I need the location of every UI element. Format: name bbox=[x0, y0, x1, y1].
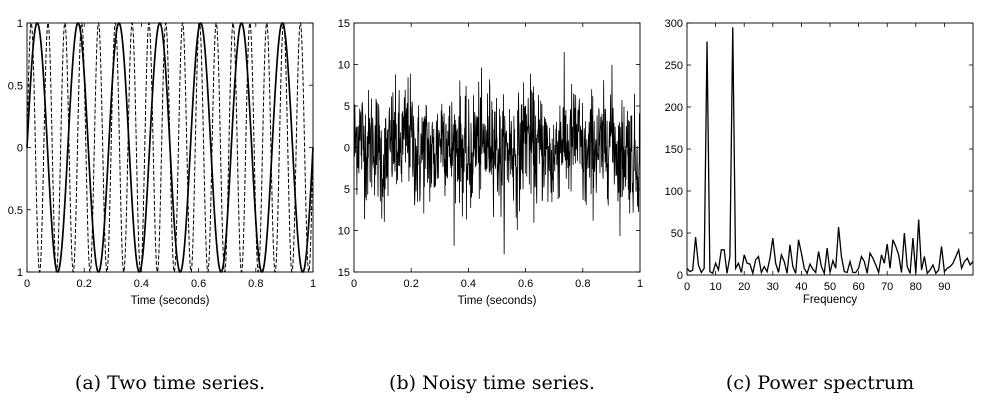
panel-a-caption: (a) Two time series. bbox=[75, 372, 265, 394]
y-tick-label: 15 bbox=[338, 18, 350, 30]
y-tick-label: 150 bbox=[665, 144, 683, 156]
panel-a-xlabel: Time (seconds) bbox=[131, 295, 210, 307]
x-tick-label: 60 bbox=[852, 281, 864, 293]
y-tick-label: 0 bbox=[17, 143, 23, 155]
x-tick-label: 0 bbox=[684, 281, 690, 293]
x-tick-label: 30 bbox=[767, 281, 779, 293]
y-tick-label: 0 bbox=[677, 270, 683, 282]
y-tick-label: 10 bbox=[338, 226, 350, 238]
panel-c-plot-area bbox=[686, 27, 974, 276]
series-dashed-line bbox=[26, 21, 314, 274]
y-tick-label: 0 bbox=[344, 143, 350, 155]
x-tick-label: 90 bbox=[938, 281, 950, 293]
y-tick-label: 300 bbox=[665, 18, 683, 30]
x-tick-label: 10 bbox=[709, 281, 721, 293]
panel-a-two-time-series: 0 0.2 0.4 0.6 0.8 1 1 0.5 0 0.5 1 Time (seconds) (… bbox=[8, 18, 316, 394]
panel-b-noisy-time-series: 0 0.2 0.4 0.6 0.8 1 15 10 5 0 5 10 15 Time (seconds)… bbox=[338, 18, 643, 394]
series-power-spectrum-line bbox=[686, 27, 974, 276]
x-tick-label: 20 bbox=[738, 281, 750, 293]
x-tick-label: 0.4 bbox=[134, 278, 149, 290]
y-tick-label: 200 bbox=[665, 102, 683, 114]
panel-a-ticks: 0 0.2 0.4 0.6 0.8 1 1 0.5 0 0.5 1 bbox=[8, 18, 316, 290]
x-tick-label: 0.6 bbox=[518, 278, 533, 290]
x-tick-label: 70 bbox=[881, 281, 893, 293]
x-tick-label: 0.8 bbox=[248, 278, 263, 290]
panel-c-caption: (c) Power spectrum bbox=[726, 372, 914, 394]
y-tick-label: 100 bbox=[665, 186, 683, 198]
x-tick-label: 0.2 bbox=[404, 278, 419, 290]
x-tick-label: 0.8 bbox=[575, 278, 590, 290]
panel-c-ticks: 0 10 20 30 40 50 60 70 80 90 0 50 100 150 200 250 300 bbox=[665, 18, 973, 293]
y-tick-label: 0.5 bbox=[8, 80, 23, 92]
y-tick-label: 50 bbox=[671, 228, 683, 240]
y-tick-label: 15 bbox=[338, 267, 350, 279]
x-tick-label: 0.4 bbox=[461, 278, 476, 290]
y-tick-label: 5 bbox=[344, 184, 350, 196]
panel-b-caption: (b) Noisy time series. bbox=[389, 372, 595, 394]
series-noisy-line bbox=[353, 52, 641, 255]
panel-b-xlabel: Time (seconds) bbox=[458, 295, 537, 307]
panel-b-ticks: 0 0.2 0.4 0.6 0.8 1 15 10 5 0 5 10 15 bbox=[338, 18, 643, 290]
panel-c-xlabel: Frequency bbox=[803, 294, 858, 306]
y-tick-label: 1 bbox=[17, 267, 23, 279]
panel-b-plot-area bbox=[353, 52, 641, 255]
panel-a-plot-area bbox=[26, 21, 314, 274]
x-tick-label: 0 bbox=[351, 278, 357, 290]
x-tick-label: 80 bbox=[910, 281, 922, 293]
y-tick-label: 10 bbox=[338, 60, 350, 72]
x-tick-label: 0 bbox=[24, 278, 30, 290]
y-tick-label: 250 bbox=[665, 60, 683, 72]
y-tick-label: 0.5 bbox=[8, 205, 23, 217]
x-tick-label: 1 bbox=[310, 278, 316, 290]
x-tick-label: 50 bbox=[824, 281, 836, 293]
y-tick-label: 1 bbox=[17, 18, 23, 30]
panel-c-power-spectrum: 0 10 20 30 40 50 60 70 80 90 0 50 100 150 200 250 300 Fr… bbox=[665, 18, 974, 394]
x-tick-label: 40 bbox=[795, 281, 807, 293]
x-tick-label: 0.2 bbox=[77, 278, 92, 290]
x-tick-label: 1 bbox=[637, 278, 643, 290]
x-tick-label: 0.6 bbox=[191, 278, 206, 290]
y-tick-label: 5 bbox=[344, 101, 350, 113]
